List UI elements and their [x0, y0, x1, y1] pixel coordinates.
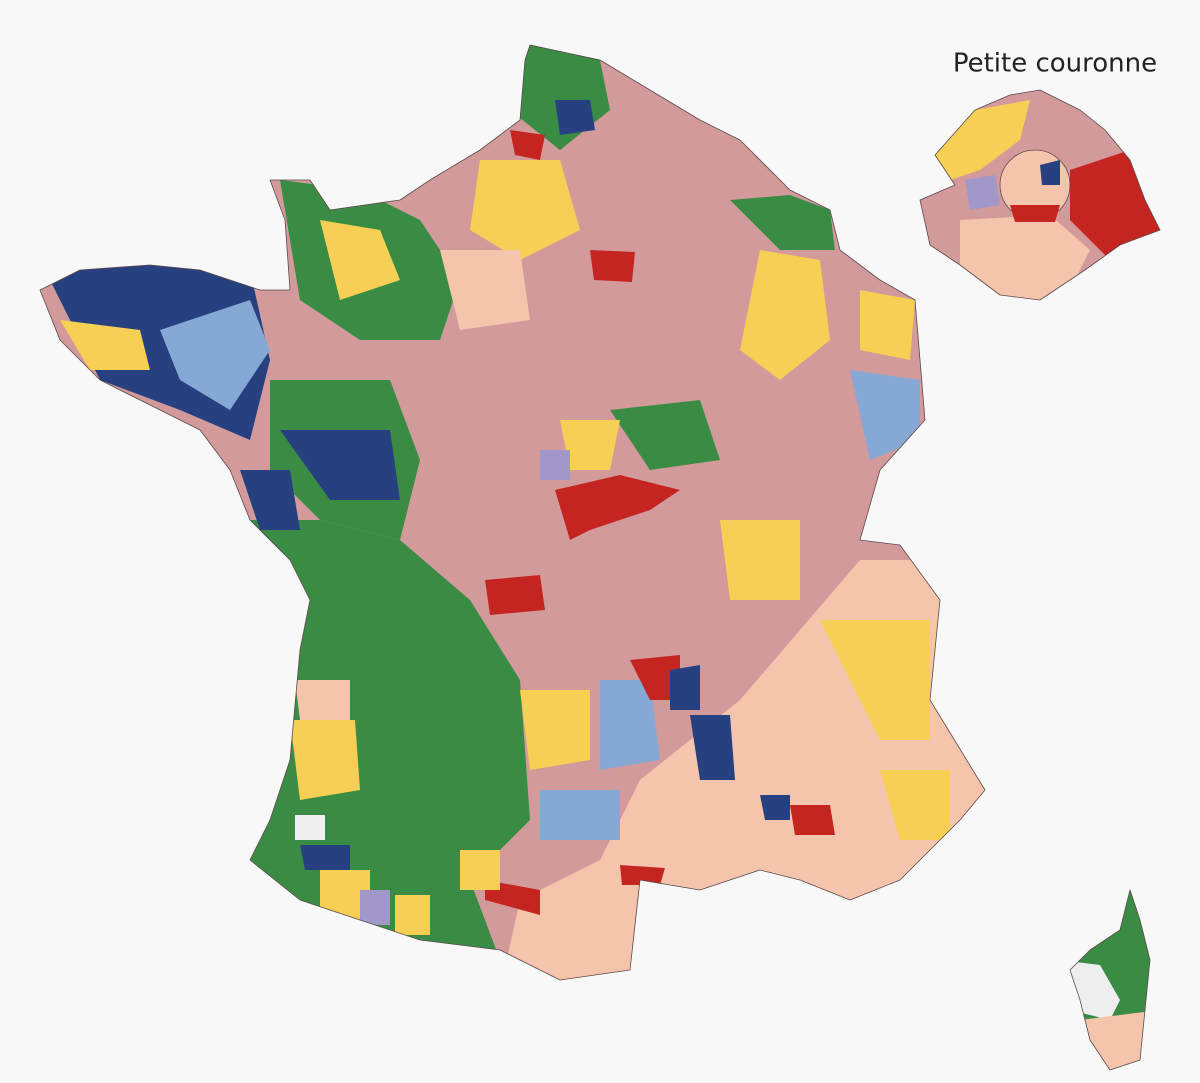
- region: [1070, 150, 1160, 260]
- region: [540, 790, 620, 840]
- region: [590, 250, 635, 282]
- region: [440, 250, 530, 330]
- region: [290, 720, 360, 800]
- region: [470, 160, 580, 260]
- region: [560, 420, 620, 470]
- region: [930, 100, 1030, 180]
- region: [510, 130, 545, 160]
- region: [670, 665, 700, 710]
- region: [485, 575, 545, 615]
- inset-title: Petite couronne: [953, 49, 1157, 79]
- region: [320, 870, 370, 920]
- region: [820, 620, 930, 740]
- region: [300, 845, 350, 870]
- region: [1040, 160, 1060, 185]
- region: [60, 320, 150, 370]
- corsica-outline: [1069, 889, 1151, 1071]
- region: [160, 300, 270, 410]
- region: [740, 250, 830, 380]
- corsica: [1069, 889, 1151, 1071]
- region: [320, 220, 400, 300]
- region: [850, 370, 920, 460]
- region: [960, 215, 1090, 300]
- region: [620, 865, 665, 885]
- mainland: [39, 44, 986, 981]
- region: [760, 795, 790, 820]
- region: [730, 195, 835, 250]
- region: [295, 815, 325, 840]
- region: [240, 470, 300, 530]
- region: [520, 690, 590, 770]
- region: [555, 475, 680, 540]
- region: [860, 290, 915, 360]
- region: [610, 400, 720, 470]
- inset-outline: [919, 89, 1161, 301]
- mainland-outline: [39, 44, 986, 981]
- region: [295, 680, 350, 720]
- region: [540, 450, 570, 480]
- region: [965, 175, 1000, 210]
- region: [280, 430, 400, 500]
- inset: Petite couronne: [919, 49, 1161, 301]
- region: [555, 100, 595, 135]
- region: [720, 520, 800, 600]
- region: [395, 895, 430, 935]
- region: [600, 680, 660, 770]
- region: [360, 890, 390, 925]
- region: [790, 805, 835, 835]
- region: [880, 770, 950, 840]
- region: [1010, 205, 1060, 222]
- region: [630, 655, 680, 700]
- region: [1080, 1010, 1150, 1070]
- region: [460, 850, 500, 890]
- region: [690, 715, 735, 780]
